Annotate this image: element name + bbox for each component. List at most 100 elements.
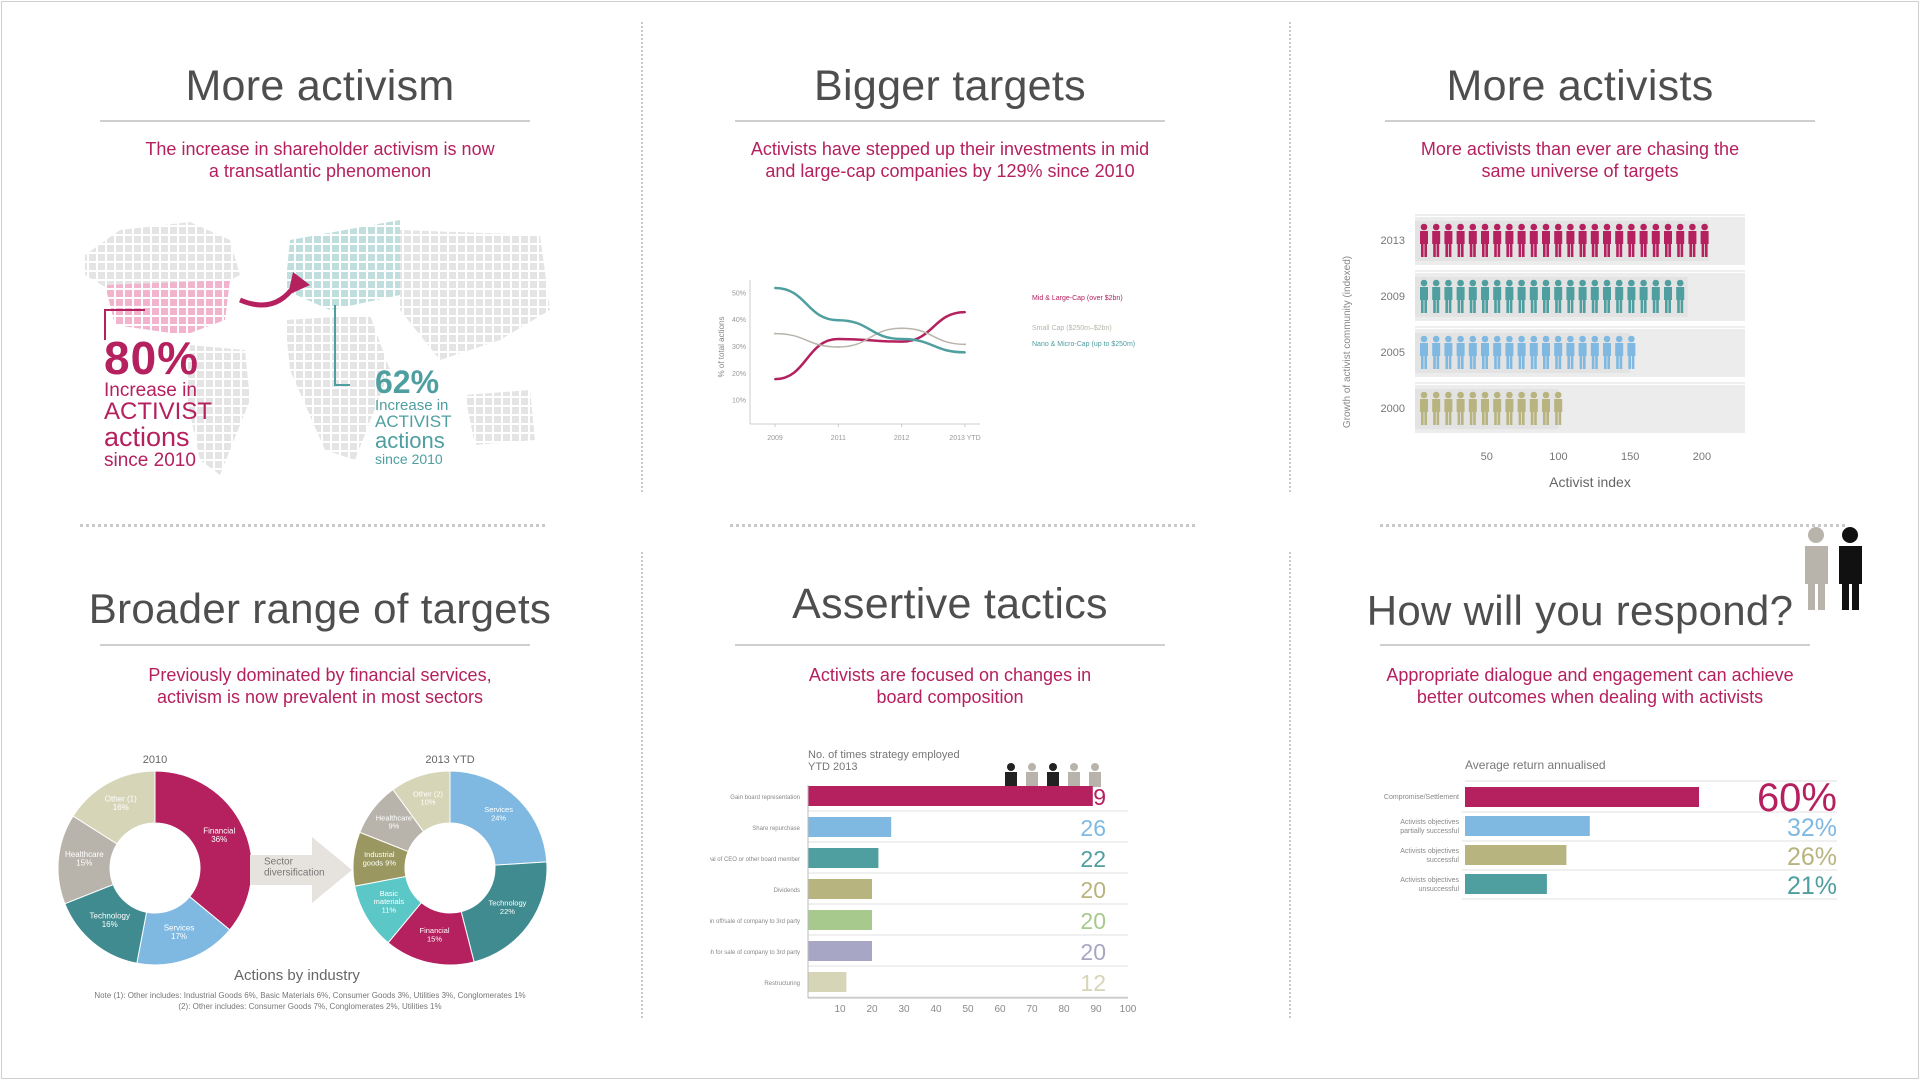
person-icon — [1615, 335, 1624, 369]
map-africa — [285, 315, 390, 460]
person-leg — [1424, 244, 1427, 257]
person-body — [1493, 343, 1502, 356]
person-head — [1603, 279, 1611, 287]
person-leg — [1457, 300, 1461, 313]
person-body — [1590, 287, 1599, 300]
person-leg — [1436, 300, 1440, 313]
person-icon — [1517, 223, 1526, 257]
person-body — [1554, 399, 1563, 412]
person-leg — [1461, 412, 1464, 425]
person-leg — [1619, 300, 1623, 313]
person-icon — [1529, 223, 1538, 257]
person-head — [1506, 391, 1513, 399]
person-icon — [1517, 279, 1526, 313]
person-icon — [1542, 223, 1550, 257]
y-tick-label: 20% — [732, 371, 746, 378]
person-leg — [1482, 244, 1485, 257]
category-label: Activists objectives — [1400, 819, 1459, 826]
person-body — [1627, 231, 1636, 244]
person-icon — [1432, 391, 1441, 425]
person-leg — [1433, 244, 1436, 257]
person-head — [1567, 279, 1574, 287]
person-leg — [1509, 300, 1513, 313]
donut-title: 2013 YTD — [425, 754, 474, 766]
person-leg — [1448, 412, 1452, 425]
category-label: 2005 — [1381, 347, 1405, 359]
person-body — [1444, 231, 1453, 244]
person-leg — [1567, 356, 1570, 369]
map-usa — [105, 280, 230, 335]
data-point — [900, 340, 903, 343]
person-leg — [1607, 300, 1610, 313]
data-point — [774, 378, 776, 381]
title-rule — [735, 644, 1165, 646]
person-leg — [1595, 300, 1598, 313]
bar — [808, 941, 872, 961]
person-leg — [1485, 356, 1488, 369]
category-label: Compromise/Settlement — [1384, 794, 1459, 801]
person-head — [1457, 391, 1464, 399]
panel-title: Bigger targets — [814, 62, 1086, 110]
title-rule — [735, 120, 1165, 122]
person-icon — [1639, 279, 1648, 313]
person-icon — [1456, 391, 1465, 425]
person-icon — [1603, 335, 1611, 369]
person-head — [1432, 279, 1440, 287]
x-tick-label: 100 — [1549, 451, 1567, 463]
slice-label: Other (1) 16% — [105, 794, 137, 812]
person-body — [1444, 343, 1453, 356]
person-body — [1505, 231, 1514, 244]
person-icon — [1664, 279, 1672, 313]
x-tick-label: 2013 YTD — [949, 435, 980, 442]
eu-stat-value: 62% — [375, 364, 440, 400]
person-leg — [1436, 244, 1440, 257]
person-leg — [1469, 244, 1473, 257]
person-body — [1517, 343, 1526, 356]
person-body — [1603, 231, 1611, 244]
person-head — [1579, 223, 1586, 231]
person-leg — [1705, 244, 1708, 257]
person-body — [1688, 231, 1697, 244]
eu-stat: 62% Increase in ACTIVIST actions since 2… — [375, 366, 452, 466]
person-leg — [1506, 300, 1509, 313]
person-leg — [1522, 356, 1525, 369]
person-body — [1517, 287, 1526, 300]
person-head — [1469, 223, 1477, 231]
data-point — [964, 311, 966, 314]
person-leg — [1595, 244, 1598, 257]
person-body — [1590, 343, 1599, 356]
person-leg — [1591, 244, 1595, 257]
slice-label: Services 17% — [164, 923, 195, 941]
person-icon — [1578, 223, 1587, 257]
category-label: unsuccessful — [1419, 886, 1460, 893]
person-body — [1615, 287, 1624, 300]
person-leg — [1628, 356, 1631, 369]
category-label: Restructuring — [764, 981, 800, 987]
person-body — [1603, 287, 1611, 300]
legend-label: Nano & Micro-Cap (up to $250m) — [1032, 341, 1135, 348]
person-leg — [1543, 244, 1546, 257]
person-icon — [1444, 391, 1453, 425]
person-leg — [1424, 356, 1427, 369]
panel-title: More activism — [185, 62, 455, 110]
person-icon — [1047, 763, 1059, 787]
person-leg — [1616, 300, 1619, 313]
person-icon — [1493, 335, 1502, 369]
person-head — [1542, 279, 1550, 287]
person-head — [1542, 223, 1550, 231]
person-body — [1529, 343, 1538, 356]
person-body — [1578, 287, 1587, 300]
category-label: Spin off/sale of company to 3rd party — [710, 919, 800, 925]
bar — [1465, 845, 1567, 865]
person-icon — [1089, 763, 1101, 787]
person-body — [1432, 231, 1441, 244]
person-icon — [1420, 335, 1428, 369]
person-leg — [1543, 412, 1546, 425]
slice-label: Industrial goods 9% — [363, 850, 397, 867]
donut-title: 2010 — [143, 754, 167, 766]
person-icon — [1676, 223, 1685, 257]
person-leg — [1680, 300, 1684, 313]
person-icon — [1639, 223, 1648, 257]
person-head — [1445, 279, 1452, 287]
category-label: Share repurchase — [752, 826, 800, 832]
